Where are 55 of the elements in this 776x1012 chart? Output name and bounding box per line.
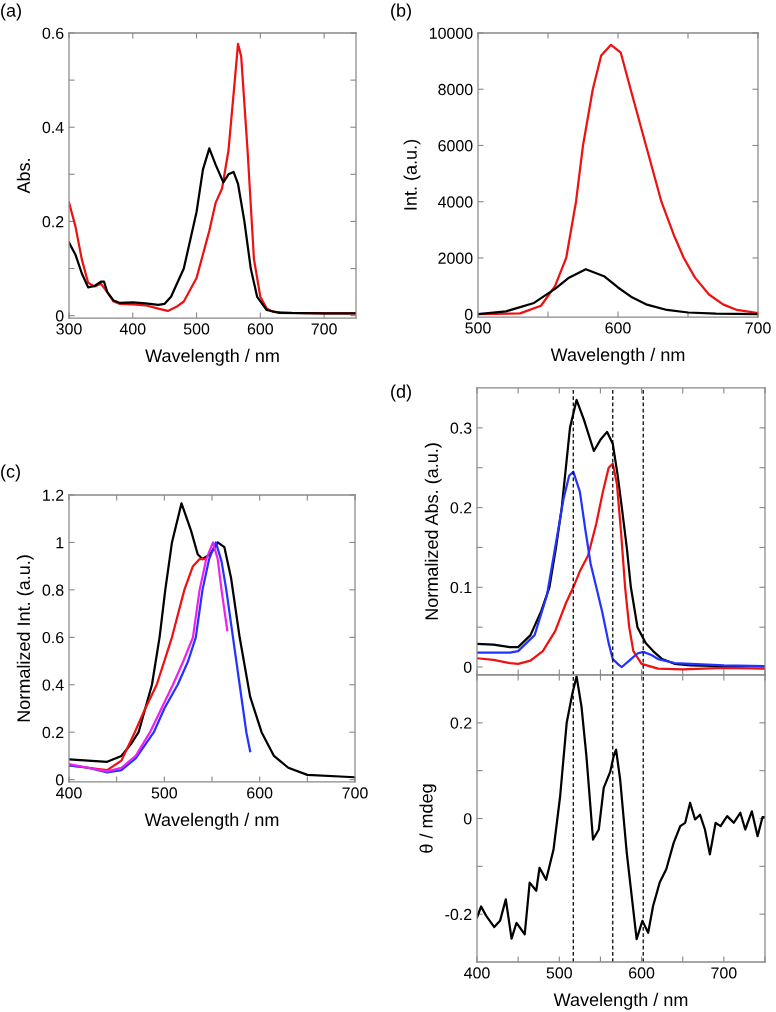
y-axis-title: Normalized Int. (a.u.) <box>16 555 34 722</box>
y-tick-label: 2000 <box>438 252 473 264</box>
y-tick-label: 0.2 <box>42 726 64 739</box>
y-axis-title: θ / mdeg <box>419 784 437 853</box>
x-tick-label: 600 <box>247 323 274 335</box>
y-tick-label: 0.3 <box>450 422 472 434</box>
x-tick-label: 300 <box>56 323 82 335</box>
y-tick-label: 8000 <box>438 83 473 96</box>
x-tick-label: 600 <box>605 322 631 334</box>
x-axis-title: Wavelength / nm <box>144 812 279 830</box>
x-tick-label: 500 <box>183 323 210 335</box>
x-tick-label: 700 <box>745 322 771 334</box>
y-tick-label: 10000 <box>429 27 473 39</box>
x-tick-label: 400 <box>464 967 490 979</box>
y-tick-label: 0.2 <box>450 717 472 729</box>
y-tick-label: 0 <box>463 661 472 673</box>
x-tick-label: 400 <box>56 787 82 799</box>
x-tick-label: 400 <box>119 323 146 335</box>
x-tick-label: 700 <box>311 323 337 335</box>
y-tick-label: 0.2 <box>42 216 64 228</box>
y-tick-label: 1.2 <box>43 489 64 501</box>
chart-title: (c) <box>1 464 20 482</box>
y-tick-label: 0 <box>55 774 64 786</box>
x-axis-title: Wavelength / nm <box>145 348 279 366</box>
line-series <box>69 502 355 779</box>
chart-title: (d) <box>391 384 411 402</box>
y-tick-label: 0 <box>463 813 472 825</box>
y-tick-label: -0.2 <box>445 908 472 921</box>
line-series <box>69 147 356 315</box>
y-tick-label: 6000 <box>438 140 473 152</box>
x-tick-label: 600 <box>629 967 655 979</box>
x-tick-label: 500 <box>151 787 178 799</box>
x-tick-label: 700 <box>711 967 737 979</box>
chart-title: (a) <box>1 3 21 21</box>
y-tick-label: 0.4 <box>42 121 64 134</box>
y-axis-title: Normalized Abs. (a.u.) <box>424 443 442 620</box>
x-axis-title: Wavelength / nm <box>550 347 685 365</box>
x-tick-label: 600 <box>247 787 273 799</box>
y-axis-title: Int. (a.u.) <box>403 139 421 210</box>
chart-title: (b) <box>391 3 411 21</box>
x-tick-label: 500 <box>465 322 491 334</box>
y-tick-label: 0.1 <box>450 581 472 594</box>
y-tick-label: 0 <box>464 308 473 321</box>
y-tick-label: 0 <box>55 310 64 322</box>
y-axis-title: Abs. <box>16 159 31 194</box>
x-tick-label: 700 <box>342 787 368 799</box>
x-axis-title: Wavelength / nm <box>553 992 688 1010</box>
y-tick-label: 0.6 <box>42 27 64 39</box>
x-tick-label: 500 <box>546 967 572 979</box>
y-tick-label: 0.6 <box>42 631 64 644</box>
y-tick-label: 1 <box>56 537 64 549</box>
y-tick-label: 4000 <box>437 196 473 208</box>
y-tick-label: 0.2 <box>450 502 472 514</box>
y-tick-label: 0.4 <box>42 679 64 691</box>
y-tick-label: 0.8 <box>42 584 64 596</box>
